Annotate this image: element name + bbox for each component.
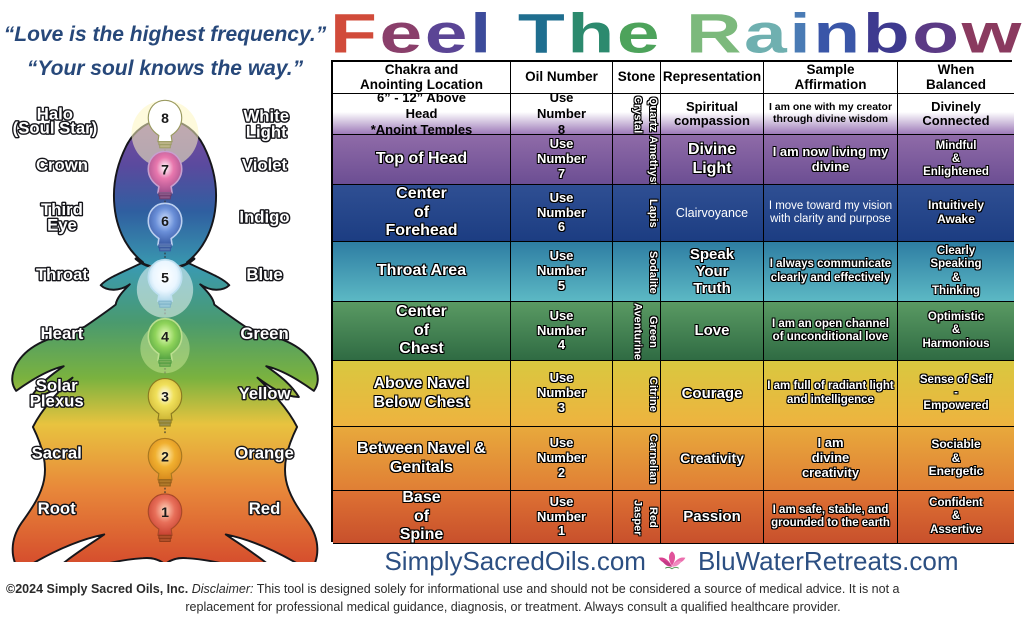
svg-text:1: 1 [161,504,169,520]
svg-text:(Soul Star): (Soul Star) [13,119,98,138]
svg-text:Plexus: Plexus [30,392,84,411]
svg-text:8: 8 [161,110,169,126]
svg-text:Orange: Orange [235,444,294,463]
svg-text:Green: Green [240,324,288,343]
svg-text:Yellow: Yellow [238,384,291,403]
svg-text:Sacral: Sacral [32,444,82,463]
svg-text:Red: Red [249,499,281,518]
svg-text:Eye: Eye [47,216,77,235]
svg-text:7: 7 [161,161,169,177]
svg-text:3: 3 [161,388,169,404]
svg-text:Light: Light [246,122,287,141]
svg-text:Root: Root [38,499,76,518]
svg-text:Indigo: Indigo [239,208,289,227]
svg-text:6: 6 [161,213,169,229]
svg-text:5: 5 [161,270,169,286]
svg-text:Violet: Violet [242,156,288,175]
svg-text:4: 4 [161,329,169,345]
svg-text:Heart: Heart [41,324,84,343]
svg-text:Crown: Crown [36,156,88,175]
svg-text:Throat: Throat [36,265,88,284]
svg-text:2: 2 [161,448,169,464]
svg-text:Blue: Blue [246,265,282,284]
